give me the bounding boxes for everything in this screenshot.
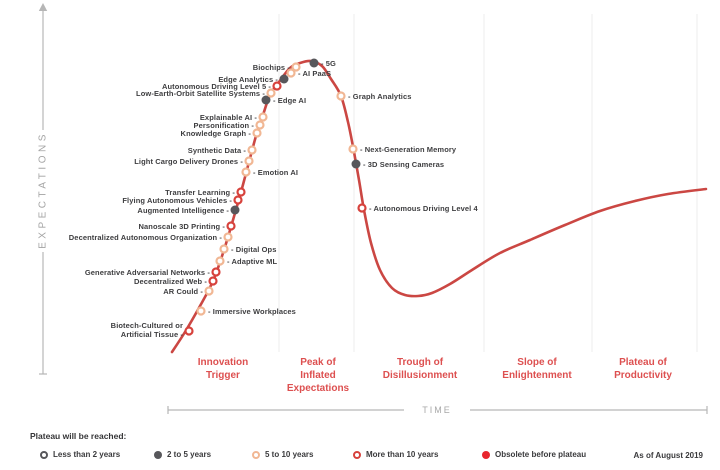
point-marker [266, 88, 276, 98]
legend-item-less2: Less than 2 years [40, 450, 120, 459]
tech-label: Edge Analytics - [218, 74, 278, 84]
tech-label: Decentralized Autonomous Organization - [68, 232, 222, 242]
tech-label: Low-Earth-Orbit Satellite Systems - [136, 88, 265, 98]
point-marker [255, 120, 265, 130]
tech-label: Transfer Learning - [165, 187, 235, 197]
tech-label: Biotech-Cultured or Artificial Tissue - [110, 321, 183, 340]
legend-item-label: More than 10 years [366, 450, 439, 459]
x-axis-label: TIME [416, 405, 458, 415]
point-marker [351, 159, 361, 169]
tech-label: - 3D Sensing Cameras [363, 159, 445, 169]
tech-label: Explainable AI - [199, 112, 257, 122]
y-axis-arrow-icon [38, 3, 48, 11]
point-marker [226, 221, 236, 231]
legend-item-more10: More than 10 years [353, 450, 438, 459]
tech-label: - Emotion AI [253, 167, 299, 177]
tech-label: Light Cargo Delivery Drones - [134, 156, 243, 166]
point-marker [357, 203, 367, 213]
legend-open-circle-icon [252, 450, 260, 459]
point-marker [236, 187, 246, 197]
point-marker [233, 195, 243, 205]
tech-label: Flying Autonomous Vehicles - [122, 195, 232, 205]
point-marker [211, 267, 221, 277]
legend-item-label: 2 to 5 years [167, 450, 212, 459]
point-marker [219, 244, 229, 254]
point-marker [244, 156, 254, 166]
point-marker [336, 91, 346, 101]
point-marker [309, 58, 319, 68]
phase-label: Peak of Inflated Expectations [286, 357, 350, 394]
tech-label: - 5G [321, 58, 336, 68]
legend-title: Plateau will be reached: [30, 431, 127, 441]
tech-label: - Graph Analytics [348, 91, 412, 101]
tech-label: - Autonomous Driving Level 4 [369, 203, 478, 213]
legend-item-label: Obsolete before plateau [495, 450, 587, 459]
tech-label: Knowledge Graph - [180, 128, 251, 138]
legend-filled-circle-icon [154, 450, 162, 459]
phase-label: Plateau of Productivity [614, 357, 672, 381]
legend-open-circle-icon [40, 450, 48, 459]
tech-label: Generative Adversarial Networks - [84, 267, 210, 277]
point-marker [348, 144, 358, 154]
point-marker [208, 276, 218, 286]
tech-label: Biochips - [252, 62, 290, 72]
point-marker [247, 145, 257, 155]
tech-label: - Immersive Workplaces [208, 306, 296, 316]
phase-label: Innovation Trigger [197, 357, 249, 381]
point-marker [258, 112, 268, 122]
tech-label: Augmented Intelligence - [137, 205, 229, 215]
point-marker [196, 306, 206, 316]
tech-label: - Adaptive ML [227, 256, 278, 266]
phase-label: Slope of Enlightenment [502, 357, 572, 381]
point-marker [241, 167, 251, 177]
legend-item-label: Less than 2 years [53, 450, 121, 459]
legend-item-5to10: 5 to 10 years [252, 450, 313, 459]
point-marker [223, 232, 233, 242]
tech-label: - AI PaaS [298, 68, 332, 78]
legend-open-circle-icon [353, 450, 361, 459]
as-of-date: As of August 2019 [633, 451, 704, 460]
point-marker [184, 326, 194, 336]
tech-label: AR Could - [163, 286, 203, 296]
point-marker [261, 95, 271, 105]
phase-label: Trough of Disillusionment [382, 357, 458, 381]
tech-label: - Digital Ops [231, 244, 277, 254]
point-marker [291, 62, 301, 72]
point-marker [286, 68, 296, 78]
point-marker [272, 81, 282, 91]
y-axis-label: EXPECTATIONS [37, 131, 49, 249]
tech-label: Synthetic Data - [187, 145, 246, 155]
tech-label: - Edge AI [273, 95, 307, 105]
point-marker [204, 286, 214, 296]
tech-label: Personification - [193, 120, 254, 130]
tech-label: Autonomous Driving Level 5 - [161, 81, 271, 91]
point-marker [252, 128, 262, 138]
point-marker [230, 205, 240, 215]
legend-item-label: 5 to 10 years [265, 450, 314, 459]
tech-label: Decentralized Web - [133, 276, 207, 286]
tech-label: Nanoscale 3D Printing - [138, 221, 225, 231]
point-marker [279, 74, 289, 84]
tech-label: - Next-Generation Memory [360, 144, 457, 154]
legend-item-2to5: 2 to 5 years [154, 450, 211, 459]
legend-item-obsolete: Obsolete before plateau [482, 450, 586, 459]
point-marker [215, 256, 225, 266]
legend-filled-circle-icon [482, 450, 490, 459]
